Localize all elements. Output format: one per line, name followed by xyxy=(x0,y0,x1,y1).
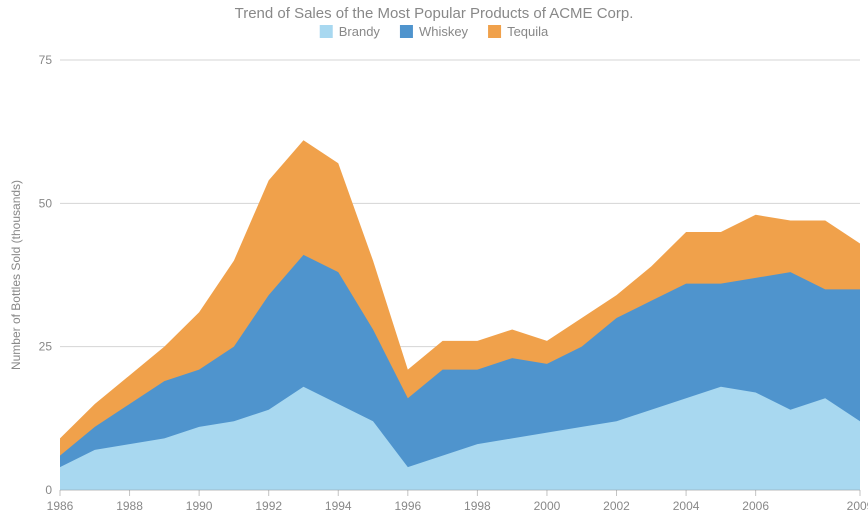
x-tick-label: 1998 xyxy=(464,499,491,513)
chart-title: Trend of Sales of the Most Popular Produ… xyxy=(235,5,634,22)
y-tick-label: 50 xyxy=(39,196,53,210)
legend-swatch-brandy xyxy=(320,25,333,38)
x-tick-label: 1994 xyxy=(325,499,352,513)
y-tick-label: 75 xyxy=(39,53,53,67)
legend-swatch-whiskey xyxy=(400,25,413,38)
x-tick-label: 2000 xyxy=(534,499,561,513)
x-tick-label: 1990 xyxy=(186,499,213,513)
x-tick-label: 2004 xyxy=(673,499,700,513)
legend-swatch-tequila xyxy=(488,25,501,38)
x-tick-label: 1992 xyxy=(255,499,282,513)
legend: Brandy Whiskey Tequila xyxy=(320,24,549,39)
x-tick-label: 1996 xyxy=(394,499,421,513)
y-axis-label: Number of Bottles Sold (thousands) xyxy=(9,180,23,370)
y-tick-label: 0 xyxy=(45,483,52,497)
x-tick-label: 2006 xyxy=(742,499,769,513)
legend-label-brandy: Brandy xyxy=(339,24,381,39)
x-tick-label: 1986 xyxy=(47,499,74,513)
x-tick-label: 1988 xyxy=(116,499,143,513)
x-tick-label: 2002 xyxy=(603,499,630,513)
legend-label-tequila: Tequila xyxy=(507,24,549,39)
legend-label-whiskey: Whiskey xyxy=(419,24,469,39)
y-tick-label: 25 xyxy=(39,340,53,354)
x-tick-label: 2009 xyxy=(847,499,868,513)
